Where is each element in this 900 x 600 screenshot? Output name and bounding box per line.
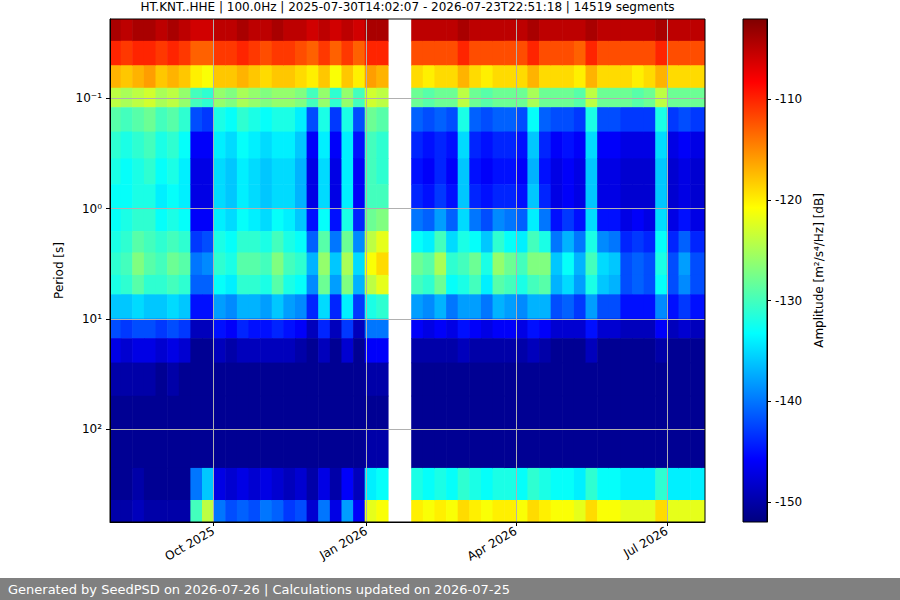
svg-text:-110: -110 bbox=[775, 92, 802, 106]
svg-text:Jul 2026: Jul 2026 bbox=[620, 524, 670, 561]
svg-text:-120: -120 bbox=[775, 193, 802, 207]
svg-text:Oct 2025: Oct 2025 bbox=[162, 524, 217, 564]
svg-text:HT.KNT..HHE | 100.0Hz | 2025-0: HT.KNT..HHE | 100.0Hz | 2025-07-30T14:02… bbox=[140, 0, 674, 14]
svg-text:10¹: 10¹ bbox=[82, 312, 102, 326]
svg-text:10⁻¹: 10⁻¹ bbox=[76, 91, 103, 105]
svg-text:10²: 10² bbox=[82, 422, 102, 436]
svg-text:Period [s]: Period [s] bbox=[52, 242, 66, 299]
svg-text:-150: -150 bbox=[775, 495, 802, 509]
svg-text:Generated by SeedPSD on 2026-0: Generated by SeedPSD on 2026-07-26 | Cal… bbox=[8, 582, 510, 597]
svg-text:Amplitude [m²/s⁴/Hz] [dB]: Amplitude [m²/s⁴/Hz] [dB] bbox=[812, 193, 826, 348]
svg-text:-140: -140 bbox=[775, 394, 802, 408]
svg-text:10⁰: 10⁰ bbox=[82, 202, 102, 216]
svg-text:Apr 2026: Apr 2026 bbox=[465, 524, 520, 564]
svg-text:Jan 2026: Jan 2026 bbox=[316, 524, 370, 563]
svg-text:-130: -130 bbox=[775, 294, 802, 308]
